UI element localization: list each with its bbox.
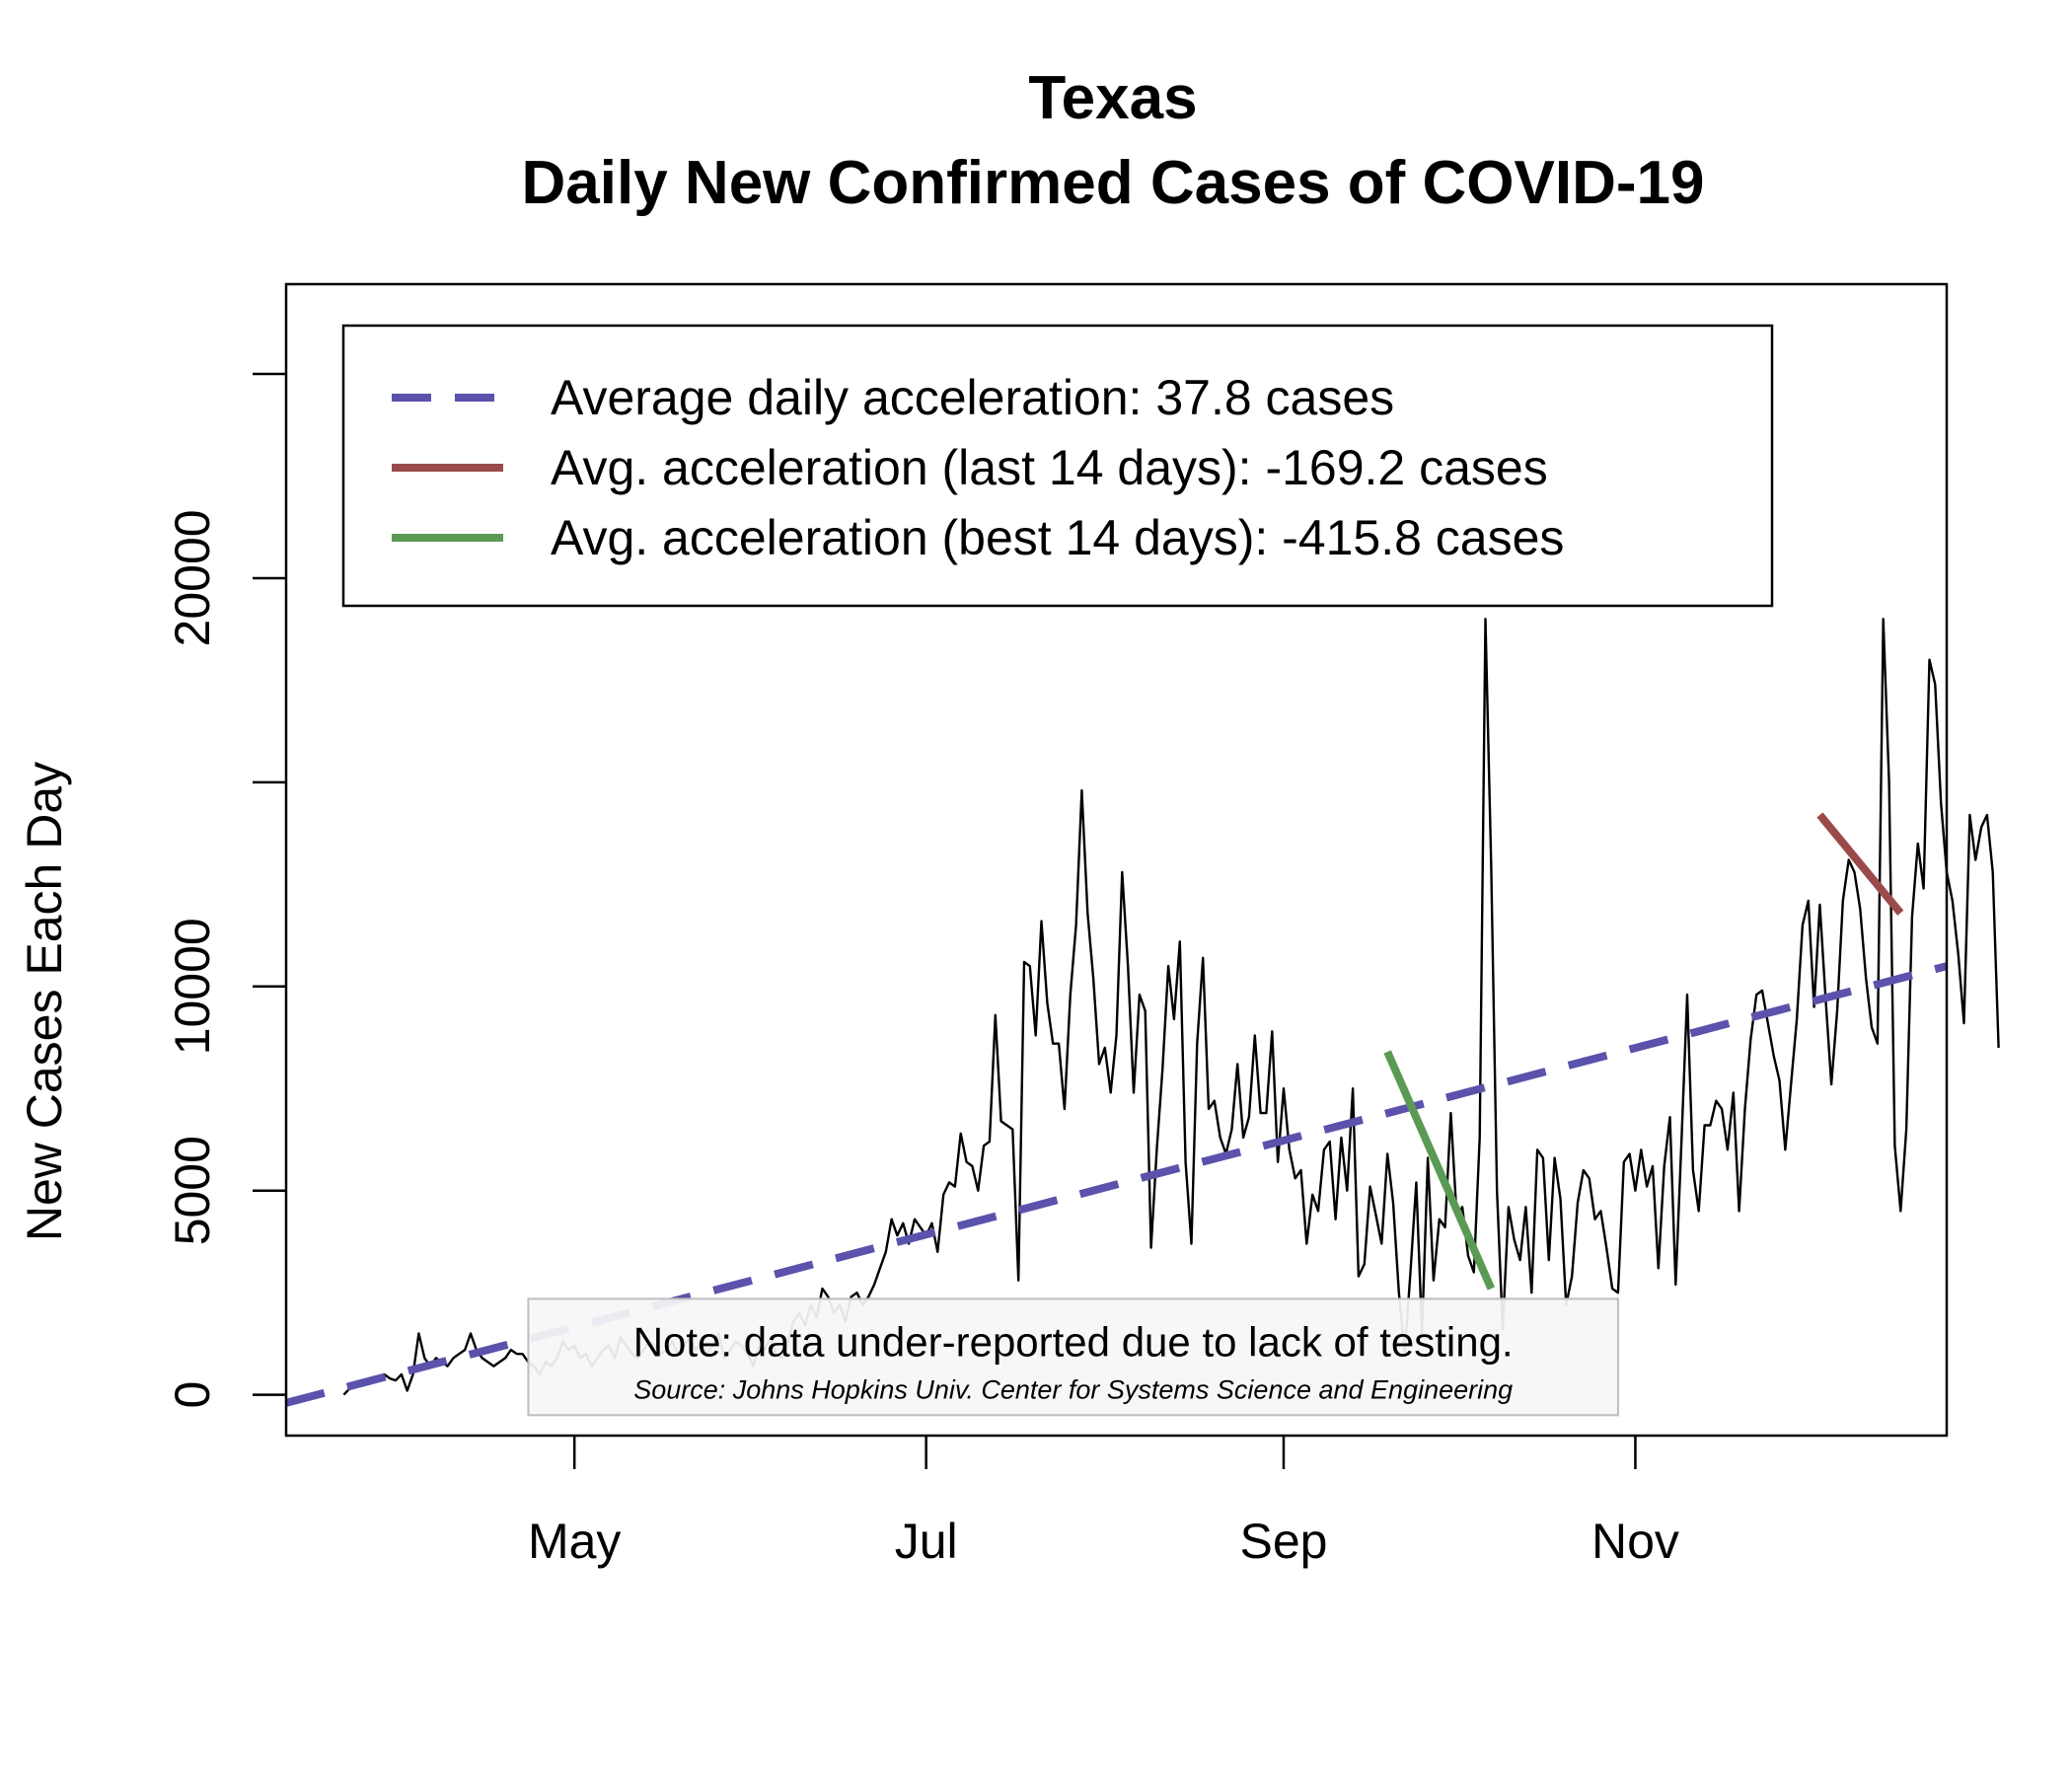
y-tick-label: 0 xyxy=(165,1381,220,1409)
plot-frame xyxy=(284,282,1949,1438)
legend-label-average: Average daily acceleration: 37.8 cases xyxy=(551,370,1394,425)
y-tick-label: 10000 xyxy=(165,918,220,1055)
daily-cases-line xyxy=(342,618,2000,1396)
chart-subtitle: Daily New Confirmed Cases of COVID-19 xyxy=(522,149,1705,217)
source-text: Source: Johns Hopkins Univ. Center for S… xyxy=(633,1374,1513,1404)
x-tick-label: Sep xyxy=(1239,1514,1327,1569)
note-box: Note: data under-reported due to lack of… xyxy=(527,1297,1619,1417)
best-14-days-line xyxy=(1383,1050,1496,1291)
note-box-background xyxy=(527,1297,1619,1417)
last-14-days-line xyxy=(1816,812,1904,916)
y-tick-label: 5000 xyxy=(165,1136,220,1245)
y-axis: 0 5000 10000 20000 xyxy=(165,372,286,1409)
legend-label-last14: Avg. acceleration (last 14 days): -169.2… xyxy=(551,440,1548,495)
legend-box xyxy=(341,324,1774,608)
y-axis-label: New Cases Each Day xyxy=(17,762,72,1241)
y-tick-label: 20000 xyxy=(165,509,220,646)
legend-label-best14: Avg. acceleration (best 14 days): -415.8… xyxy=(551,510,1564,565)
x-tick-label: May xyxy=(528,1514,621,1569)
x-tick-label: Jul xyxy=(895,1514,958,1569)
data-layer xyxy=(284,618,2000,1407)
x-axis: May Jul Sep Nov xyxy=(528,1436,1679,1569)
legend: Average daily acceleration: 37.8 cases A… xyxy=(341,324,1774,608)
chart-title: Texas xyxy=(1028,64,1197,132)
note-text: Note: data under-reported due to lack of… xyxy=(633,1318,1514,1365)
x-tick-label: Nov xyxy=(1591,1514,1679,1569)
